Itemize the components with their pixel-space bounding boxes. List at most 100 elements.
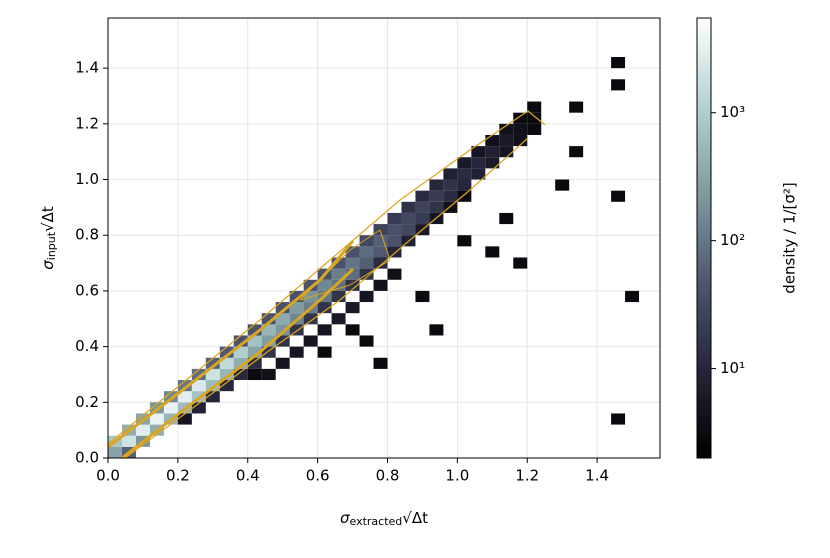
- y-label-subscript: input: [45, 231, 58, 260]
- hist-cell: [387, 246, 402, 258]
- x-tick-label: 0.8: [376, 467, 400, 485]
- y-tick-label: 0.8: [75, 226, 99, 244]
- hist-cell: [359, 290, 374, 303]
- hist-cell: [303, 335, 318, 347]
- hist-cell: [219, 380, 234, 392]
- hist-cell: [275, 313, 290, 325]
- hist-cell: [261, 346, 276, 358]
- colorbar-tick-label: 10¹: [720, 359, 745, 377]
- y-tick-label: 1.2: [75, 114, 99, 132]
- hist-cell: [373, 235, 388, 247]
- hist-cell: [401, 224, 416, 236]
- hist-cell: [275, 357, 290, 369]
- hist-cell: [345, 279, 360, 291]
- hist-cell: [373, 257, 388, 269]
- hist-cell: [317, 279, 332, 291]
- hist-cell: [429, 201, 444, 213]
- y-tick-label: 0.0: [75, 449, 99, 467]
- hist-cell: [373, 224, 388, 236]
- hist-cell: [429, 179, 444, 191]
- hist-cell: [387, 235, 402, 247]
- hist-cell: [108, 446, 122, 458]
- x-tick-label: 0.0: [96, 467, 120, 485]
- hist-cell: [219, 357, 234, 369]
- hist-cell: [513, 257, 528, 269]
- hist-cell: [289, 290, 304, 303]
- hist-cell: [247, 368, 262, 381]
- hist-cell: [233, 335, 248, 347]
- hist-cell: [387, 212, 402, 225]
- hist-cell: [359, 257, 374, 269]
- y-tick-label: 0.4: [75, 337, 99, 355]
- hist-cell: [443, 190, 458, 202]
- hist-cell: [135, 424, 150, 436]
- hist-cell: [457, 168, 472, 180]
- x-tick-label: 0.4: [236, 467, 260, 485]
- hist-cell: [373, 279, 388, 291]
- contour: [299, 229, 391, 301]
- hist-cell: [303, 313, 318, 325]
- axes: 0.0 0.2 0.4 0.6 0.8 1.0 1.2 1.4 0.0 0.2 0.4 0.6 0.8 1…: [75, 59, 609, 485]
- hist-cell: [247, 324, 262, 336]
- hist-cell: [527, 123, 542, 135]
- hist-cell: [471, 168, 486, 180]
- hist-cell: [317, 346, 332, 358]
- hist-cell: [485, 146, 500, 158]
- hist-cell: [555, 179, 570, 191]
- hist-cell: [443, 179, 458, 191]
- x-label-subscript: extracted: [350, 515, 403, 528]
- hist-cell: [191, 402, 206, 414]
- hist-cell: [415, 212, 430, 225]
- hist-cell: [205, 380, 220, 392]
- contours: [107, 110, 546, 460]
- y-tick-label: 0.6: [75, 281, 99, 299]
- hist-cell: [359, 246, 374, 258]
- hist-cell: [373, 246, 388, 258]
- hist-cell: [289, 302, 304, 314]
- hist-cell: [457, 235, 472, 247]
- hist-cell: [611, 413, 626, 425]
- hist-cell: [163, 402, 178, 414]
- hist-cell: [275, 324, 290, 336]
- hist-cell: [457, 190, 472, 202]
- hist-cell: [331, 268, 346, 280]
- hist-cell: [485, 157, 500, 169]
- hist-cell: [443, 168, 458, 180]
- colorbar-tick-label: 10²: [720, 231, 745, 249]
- hist-cell: [499, 134, 514, 147]
- hist-cell: [177, 391, 192, 403]
- y-tick-label: 1.4: [75, 59, 99, 77]
- hist-cell: [345, 302, 360, 314]
- hist-cell: [205, 391, 220, 403]
- hist-cell: [289, 346, 304, 358]
- y-label-symbol: σ: [39, 260, 57, 270]
- hist-cell: [219, 368, 234, 381]
- hist-cell: [345, 246, 360, 258]
- hist-cell: [471, 146, 486, 158]
- hist-cell: [499, 212, 514, 225]
- hist-cell: [345, 324, 360, 336]
- hist-cell: [569, 146, 584, 158]
- hist-cell: [429, 324, 444, 336]
- hist-cell: [345, 257, 360, 269]
- hist-cell: [485, 246, 500, 258]
- hist-cell: [233, 368, 248, 381]
- hist-cell: [177, 380, 192, 392]
- hist-cell: [247, 335, 262, 347]
- y-tick-label: 1.0: [75, 170, 99, 188]
- x-tick-label: 0.6: [306, 467, 330, 485]
- hist-cell: [625, 290, 640, 303]
- hist-cell: [233, 357, 248, 369]
- hist-cell: [317, 324, 332, 336]
- hist-cell: [163, 391, 178, 403]
- hist-cell: [205, 357, 220, 369]
- hist-cell: [177, 413, 192, 425]
- hist-cell: [275, 302, 290, 314]
- hist-cell: [471, 157, 486, 169]
- hist-cell: [387, 268, 402, 280]
- hist-cell: [527, 101, 542, 113]
- hist-cell: [149, 413, 164, 425]
- hist-cell: [191, 368, 206, 381]
- x-label-suffix: √Δt: [402, 509, 428, 527]
- hist-cell: [261, 313, 276, 325]
